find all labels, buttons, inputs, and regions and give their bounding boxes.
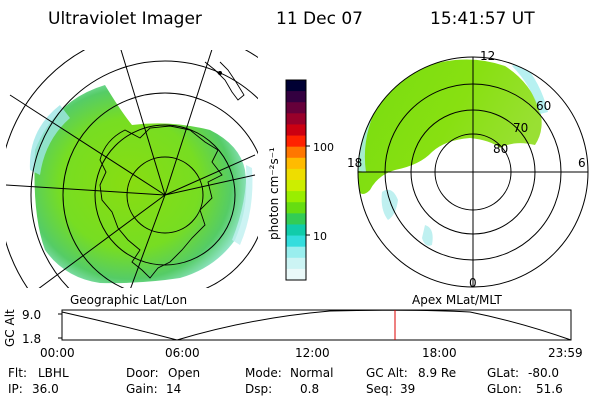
colorbar-band: [286, 224, 306, 237]
status-door-value: Open: [168, 366, 201, 380]
auroral-image-left: [34, 85, 247, 284]
status-gain-key: Gain:: [126, 382, 158, 396]
altitude-plot: [58, 309, 572, 341]
status-ip-value: 36.0: [32, 382, 59, 396]
mlat-label-70: 70: [513, 121, 528, 135]
auroral-fringe-right: [232, 165, 253, 245]
status-flt-key: Flt:: [8, 366, 27, 380]
colorbar-unit-label: photon cm⁻²s⁻¹: [267, 147, 281, 240]
magnetic-map: 12 18 6 0 60 70 80: [347, 49, 589, 290]
status-dsp-key: Dsp:: [245, 382, 273, 396]
colorbar-band: [286, 102, 306, 114]
auroral-oval-right: [358, 59, 542, 194]
colorbar-frame: [285, 79, 307, 281]
right-map-label: Apex MLat/MLT: [412, 293, 502, 307]
colorbar-band: [286, 157, 306, 170]
altitude-plot-frame: [61, 309, 572, 341]
altitude-axis-label: GC Alt: [3, 309, 17, 347]
peninsula-coast: [204, 61, 245, 101]
altitude-ticks: [58, 313, 62, 339]
status-glon-value: 51.6: [536, 382, 563, 396]
mlt-label-12: 12: [480, 49, 495, 63]
colorbar-band: [286, 146, 306, 159]
altitude-tick-9: 9.0: [22, 308, 41, 322]
mlat-label-80: 80: [493, 142, 508, 156]
status-gcalt-value: 8.9 Re: [418, 366, 457, 380]
colorbar-band: [286, 168, 306, 181]
status-gain-value: 14: [166, 382, 182, 396]
colorbar-band: [286, 91, 306, 103]
colorbar-band: [286, 246, 306, 259]
geographic-map: [6, 50, 258, 288]
colorbar-tick-10: 10: [313, 230, 327, 243]
status-gcalt-key: GC Alt:: [366, 366, 408, 380]
colorbar: [286, 80, 306, 281]
auroral-fringe-left: [29, 105, 70, 175]
status-glon-key: GLon:: [487, 382, 522, 396]
status-dsp-value: 0.8: [300, 382, 320, 396]
mlt-axes: [358, 57, 588, 287]
status-seq-key: Seq:: [366, 382, 393, 396]
colorbar-band: [286, 113, 306, 126]
status-ip-key: IP:: [8, 382, 23, 396]
observation-date: 11 Dec 07: [276, 9, 363, 29]
time-tick-1800: 18:00: [422, 346, 457, 360]
lat-circles-left: [6, 50, 258, 288]
mlt-label-6: 6: [578, 156, 586, 170]
mlt-label-18: 18: [347, 156, 362, 170]
colorbar-band: [286, 235, 306, 248]
status-door-key: Door:: [126, 366, 159, 380]
colorbar-band: [286, 268, 306, 281]
left-map-label: Geographic Lat/Lon: [70, 293, 187, 307]
colorbar-band: [286, 124, 306, 137]
mlt-label-0: 0: [469, 276, 477, 290]
observation-time: 15:41:57 UT: [430, 9, 535, 29]
colorbar-band: [286, 135, 306, 148]
meridians-left: [6, 50, 256, 288]
time-tick-2359: 23:59: [548, 346, 583, 360]
status-mode-key: Mode:: [245, 366, 282, 380]
status-glat-key: GLat:: [487, 366, 520, 380]
colorbar-tick-100: 100: [313, 141, 334, 154]
time-tick-0000: 00:00: [40, 346, 75, 360]
colorbar-band: [286, 191, 306, 203]
status-glat-value: -80.0: [528, 366, 560, 380]
sub-satellite-marker: [218, 71, 222, 75]
status-mode-value: Normal: [290, 366, 334, 380]
altitude-tick-1-8: 1.8: [22, 332, 41, 346]
colorbar-band: [286, 180, 306, 192]
mlat-label-60: 60: [536, 99, 551, 113]
coastline: [99, 125, 223, 279]
instrument-title: Ultraviolet Imager: [48, 9, 202, 29]
colorbar-band: [286, 80, 306, 92]
status-flt-value: LBHL: [38, 366, 69, 380]
status-seq-value: 39: [400, 382, 416, 396]
colorbar-ticks: [306, 145, 310, 236]
colorbar-band: [286, 213, 306, 226]
auroral-patch-lower: [381, 189, 433, 246]
altitude-curve: [61, 309, 572, 341]
time-tick-1200: 12:00: [295, 346, 330, 360]
colorbar-band: [286, 257, 306, 270]
colorbar-band: [286, 202, 306, 214]
time-tick-0600: 06:00: [165, 346, 200, 360]
